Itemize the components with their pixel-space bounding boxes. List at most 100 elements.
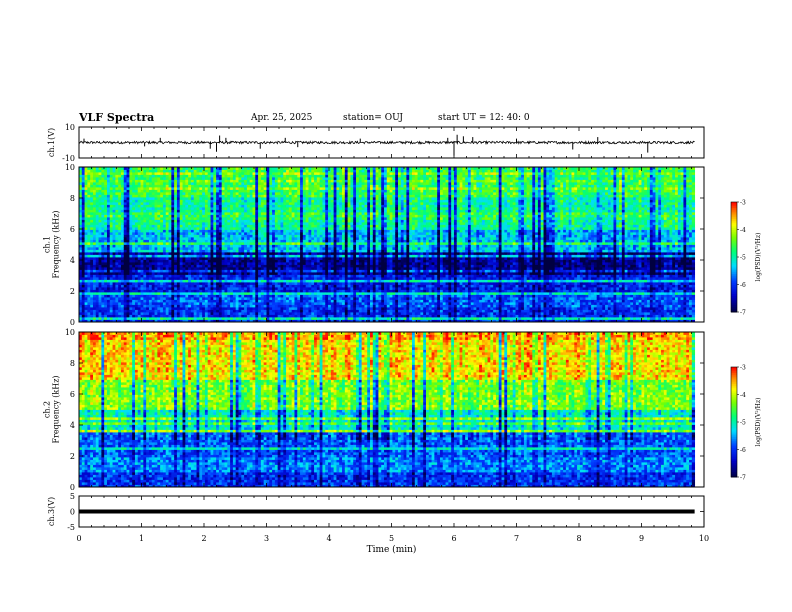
spectrogram-cell bbox=[129, 224, 133, 228]
spectrogram-cell bbox=[213, 287, 217, 290]
spectrogram-cell bbox=[168, 284, 172, 288]
spectrogram-cell bbox=[84, 289, 88, 293]
spectrogram-cell bbox=[90, 254, 94, 258]
spectrogram-cell bbox=[90, 272, 94, 275]
spectrogram-cell bbox=[143, 254, 147, 258]
spectrogram-cell bbox=[154, 272, 158, 275]
spectrogram-cell bbox=[297, 282, 301, 285]
spectrogram-cell bbox=[154, 304, 158, 308]
spectrogram-cell bbox=[126, 222, 130, 225]
spectrogram-cell bbox=[224, 264, 228, 268]
spectrogram-cell bbox=[168, 237, 172, 240]
spectrogram-cell bbox=[81, 224, 85, 228]
spectrogram-cell bbox=[249, 254, 253, 258]
spectrogram-cell bbox=[297, 294, 301, 298]
spectrogram-cell bbox=[224, 309, 228, 313]
spectrogram-cell bbox=[79, 234, 83, 238]
spectrogram-cell bbox=[171, 302, 175, 305]
spectrogram-cell bbox=[283, 219, 287, 223]
spectrogram-cell bbox=[199, 214, 203, 218]
spectrogram-cell bbox=[235, 184, 239, 188]
spectrogram-cell bbox=[179, 292, 183, 295]
spectrogram-cell bbox=[126, 234, 130, 238]
spectrogram-cell bbox=[185, 234, 189, 238]
spectrogram-cell bbox=[179, 169, 183, 173]
spectrogram-cell bbox=[258, 227, 262, 230]
spectrogram-cell bbox=[202, 189, 206, 193]
spectrogram-cell bbox=[280, 264, 284, 268]
spectrogram-cell bbox=[286, 184, 290, 188]
spectrogram-cell bbox=[112, 219, 116, 223]
spectrogram-cell bbox=[190, 232, 195, 235]
spectrogram-cell bbox=[286, 237, 290, 240]
spectrogram-cell bbox=[291, 224, 295, 228]
spectrogram-cell bbox=[137, 289, 141, 293]
spectrogram-cell bbox=[202, 219, 206, 223]
spectrogram-cell bbox=[286, 177, 290, 180]
spectrogram-cell bbox=[221, 189, 225, 193]
spectrogram-cell bbox=[81, 292, 85, 295]
spectrogram-cell bbox=[101, 289, 105, 293]
spectrogram-cell bbox=[252, 219, 256, 223]
spectrogram-cell bbox=[190, 274, 195, 278]
spectrogram-cell bbox=[157, 177, 161, 180]
spectrogram-cell bbox=[157, 172, 161, 175]
spectrogram-cell bbox=[115, 262, 119, 265]
spectrogram-cell bbox=[241, 174, 245, 178]
spectrogram-cell bbox=[182, 314, 186, 318]
spectrogram-cell bbox=[263, 202, 267, 205]
spectrogram-cell bbox=[143, 239, 147, 243]
spectrogram-cell bbox=[232, 184, 237, 188]
spectrogram-cell bbox=[204, 297, 209, 300]
spectrogram-cell bbox=[291, 187, 295, 190]
spectrogram-cell bbox=[269, 234, 273, 238]
spectrogram-cell bbox=[176, 214, 181, 218]
spectrogram-cell bbox=[218, 254, 223, 258]
spectrogram-cell bbox=[137, 317, 141, 320]
spectrogram-cell bbox=[160, 312, 164, 315]
spectrogram-cell bbox=[224, 294, 228, 298]
spectrogram-cell bbox=[137, 182, 141, 185]
spectrogram-cell bbox=[98, 194, 102, 198]
spectrogram-cell bbox=[286, 254, 290, 258]
spectrogram-cell bbox=[249, 264, 253, 268]
spectrogram-cell bbox=[241, 227, 245, 230]
spectrogram-cell bbox=[232, 294, 237, 298]
spectrogram-cell bbox=[232, 232, 237, 235]
spectrogram-cell bbox=[115, 277, 119, 280]
spectrogram-cell bbox=[221, 197, 225, 200]
spectrogram-cell bbox=[162, 279, 167, 283]
spectrogram-cell bbox=[171, 254, 175, 258]
spectrogram-cell bbox=[104, 192, 108, 195]
spectrogram-cell bbox=[193, 244, 197, 248]
spectrogram-cell bbox=[280, 274, 284, 278]
spectrogram-cell bbox=[106, 192, 111, 195]
spectrogram-cell bbox=[171, 294, 175, 298]
spectrogram-cell bbox=[227, 209, 231, 213]
spectrogram-cell bbox=[288, 182, 293, 185]
spectrogram-cell bbox=[87, 247, 91, 250]
spectrogram-cell bbox=[137, 304, 141, 308]
spectrogram-cell bbox=[260, 212, 265, 215]
spectrogram-cell bbox=[123, 222, 127, 225]
spectrogram-cell bbox=[224, 217, 228, 220]
spectrogram-cell bbox=[230, 287, 234, 290]
spectrogram-cell bbox=[227, 242, 231, 245]
spectrogram-cell bbox=[294, 212, 298, 215]
spectrogram-cell bbox=[291, 247, 295, 250]
spectrogram-cell bbox=[277, 264, 281, 268]
spectrogram-cell bbox=[227, 279, 231, 283]
spectrogram-cell bbox=[193, 204, 197, 208]
spectrogram-cell bbox=[148, 307, 153, 310]
spectrogram-cell bbox=[204, 199, 209, 203]
spectrogram-cell bbox=[213, 232, 217, 235]
spectrogram-cell bbox=[288, 282, 293, 285]
spectrogram-cell bbox=[230, 184, 234, 188]
spectrogram-cell bbox=[129, 312, 133, 315]
spectrogram-cell bbox=[95, 307, 99, 310]
spectrogram-cell bbox=[238, 262, 242, 265]
spectrogram-cell bbox=[221, 254, 225, 258]
spectrogram-cell bbox=[218, 282, 223, 285]
spectrogram-cell bbox=[249, 192, 253, 195]
spectrogram-cell bbox=[213, 204, 217, 208]
